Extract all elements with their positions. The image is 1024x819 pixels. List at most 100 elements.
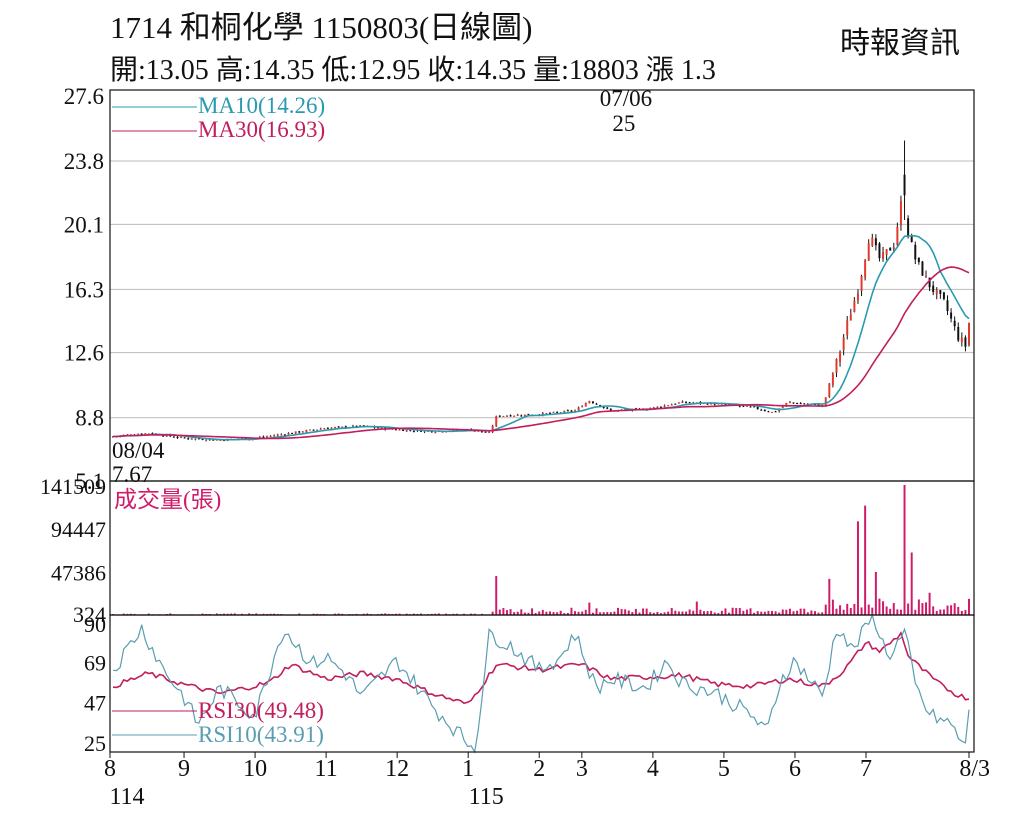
ma30-line	[112, 266, 970, 440]
volume-panel-frame	[109, 480, 975, 616]
candle-up	[194, 438, 197, 440]
price-tick-label: 16.3	[64, 277, 104, 302]
candle-up	[545, 413, 548, 415]
volume-bar	[674, 610, 677, 615]
volume-bar	[563, 613, 566, 615]
volume-bar	[749, 608, 752, 615]
candle-up	[405, 429, 408, 432]
candle-up	[828, 383, 831, 397]
volume-bar	[566, 612, 569, 615]
candle-down	[749, 406, 752, 408]
volume-bar	[735, 608, 738, 615]
peak-value-label: 25	[612, 111, 635, 136]
candle-down	[921, 261, 924, 276]
volume-bar	[384, 613, 387, 615]
volume-bar	[831, 599, 834, 615]
price-tick-label: 23.8	[64, 149, 104, 174]
x-month-label: 8/3	[959, 756, 990, 782]
volume-bar	[692, 610, 695, 615]
volume-bar	[595, 608, 598, 615]
volume-bar	[788, 608, 791, 615]
legend-label: MA10(14.26)	[198, 93, 325, 118]
volume-bar	[778, 612, 781, 615]
volume-bar	[545, 611, 548, 615]
candle-up	[269, 435, 272, 437]
candle-down	[548, 412, 551, 414]
volume-bar	[896, 609, 899, 615]
volume-bar	[681, 611, 684, 615]
candle-down	[312, 429, 315, 431]
volume-bar	[169, 613, 172, 615]
candle-up	[316, 429, 319, 431]
volume-bar	[523, 612, 526, 615]
volume-bar	[914, 609, 917, 615]
x-month-label: 4	[647, 756, 659, 782]
volume-bar	[939, 609, 942, 615]
volume-bar	[824, 604, 827, 615]
candle-down	[112, 436, 114, 438]
volume-bar	[495, 576, 498, 615]
volume-tick-label: 94447	[51, 517, 106, 542]
candle-down	[817, 404, 820, 406]
x-year-label: 115	[469, 784, 504, 810]
candle-up	[849, 314, 852, 321]
candle-down	[172, 436, 175, 438]
volume-bar	[864, 505, 867, 615]
candle-down	[946, 300, 949, 312]
candle-down	[430, 431, 433, 433]
volume-bar	[394, 613, 397, 615]
candle-down	[509, 415, 512, 417]
volume-bar	[223, 613, 226, 615]
candle-up	[839, 351, 842, 362]
volume-bar	[273, 613, 276, 615]
volume-bar	[226, 613, 229, 615]
volume-bar	[262, 613, 265, 615]
candle-down	[162, 435, 165, 437]
candle-down	[326, 428, 329, 430]
volume-bar	[337, 613, 340, 615]
volume-bar	[960, 610, 963, 615]
candle-up	[308, 429, 311, 431]
volume-bar	[706, 611, 709, 615]
volume-bar	[649, 612, 652, 615]
candle-down	[713, 403, 716, 405]
volume-bar	[584, 609, 587, 615]
candle-down	[520, 415, 523, 417]
volume-bar	[935, 610, 938, 615]
candle-up	[771, 411, 774, 413]
candle-up	[892, 247, 895, 250]
volume-bar	[366, 613, 369, 615]
candle-down	[409, 429, 412, 431]
candle-up	[505, 415, 508, 417]
candle-up	[677, 402, 680, 404]
volume-bar	[731, 607, 734, 615]
chart-title: 1714 和桐化學 1150803(日線圖)	[110, 10, 533, 45]
candle-down	[659, 406, 662, 408]
volume-bar	[516, 611, 519, 615]
candle-up	[785, 402, 788, 406]
candle-up	[885, 249, 888, 255]
candle-down	[591, 401, 594, 404]
candle-down	[688, 402, 691, 404]
volume-bar	[871, 607, 874, 615]
candle-up	[681, 401, 684, 403]
volume-bar	[541, 609, 544, 615]
candle-down	[412, 431, 415, 433]
candle-down	[753, 406, 756, 408]
volume-bar	[806, 612, 809, 615]
volume-bar	[803, 608, 806, 615]
candle-up	[860, 276, 863, 291]
candle-down	[201, 438, 204, 440]
candle-down	[814, 404, 816, 406]
volume-bar	[233, 613, 236, 615]
candle-down	[674, 403, 677, 405]
candle-down	[480, 430, 483, 432]
volume-bar	[624, 609, 627, 615]
volume-bar	[362, 613, 365, 615]
volume-bar	[609, 612, 612, 615]
candle-up	[513, 415, 516, 417]
volume-bar	[147, 613, 150, 615]
rsi30-line	[112, 630, 970, 705]
rsi10-line	[112, 613, 970, 754]
data-source: 時報資訊	[840, 27, 960, 60]
